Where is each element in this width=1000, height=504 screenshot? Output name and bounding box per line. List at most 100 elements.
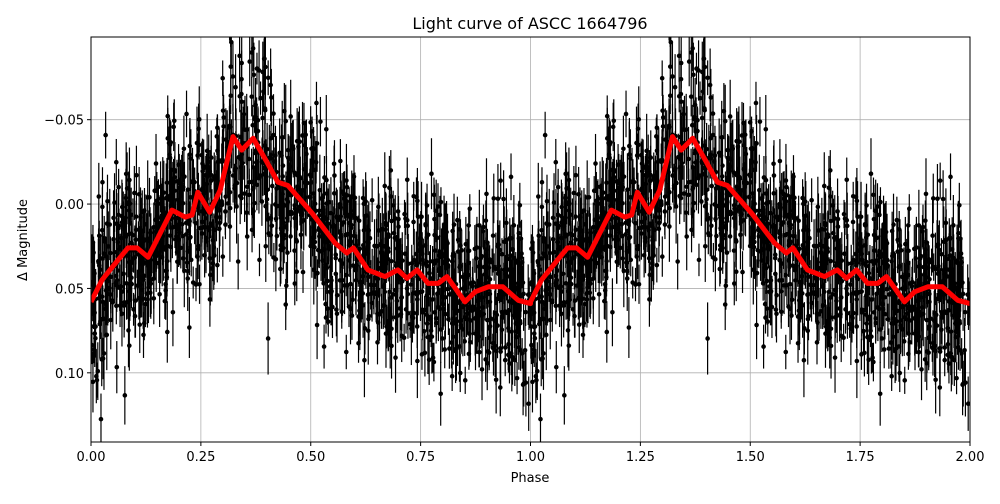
data-point <box>673 0 678 33</box>
data-point <box>754 291 759 359</box>
y-tick-label: 0.00 <box>55 198 84 213</box>
x-tick-label: 0.50 <box>296 450 325 465</box>
x-tick-label: 1.75 <box>846 450 875 465</box>
data-point <box>458 354 463 392</box>
data-point <box>96 163 101 230</box>
data-point <box>869 138 874 209</box>
y-tick-label: 0.10 <box>55 367 84 382</box>
y-axis: −0.05 0.00 0.05 0.10 <box>44 114 91 382</box>
data-point <box>103 112 108 159</box>
data-point <box>266 302 271 374</box>
data-point <box>667 9 672 41</box>
data-point <box>99 394 104 445</box>
data-point <box>897 354 902 392</box>
data-point <box>233 0 238 33</box>
data-point <box>221 236 226 276</box>
data-point <box>948 153 953 200</box>
data-point <box>227 9 232 41</box>
data-point <box>95 363 100 398</box>
data-point <box>361 179 366 217</box>
data-point <box>257 244 262 277</box>
chart-title: Light curve of ASCC 1664796 <box>412 14 647 33</box>
data-point <box>796 196 801 246</box>
data-point <box>554 341 559 393</box>
data-point <box>672 0 677 26</box>
x-tick-label: 2.00 <box>956 450 985 465</box>
data-point <box>611 99 616 142</box>
y-tick-label: 0.05 <box>55 282 84 297</box>
data-point <box>184 91 189 138</box>
data-point <box>288 221 293 253</box>
data-point <box>783 335 788 369</box>
data-point <box>268 49 273 122</box>
data-point <box>680 0 685 37</box>
data-point <box>540 167 545 197</box>
data-point <box>315 291 320 359</box>
data-point <box>800 179 805 217</box>
data-point <box>938 163 943 199</box>
data-point <box>357 196 362 246</box>
data-point <box>172 99 177 142</box>
y-axis-label: Δ Magnitude <box>16 199 31 281</box>
data-point <box>562 366 567 424</box>
data-point <box>262 0 267 13</box>
data-point <box>240 0 245 37</box>
data-point <box>597 262 602 327</box>
data-point <box>758 97 763 146</box>
x-tick-label: 1.00 <box>516 450 545 465</box>
data-point <box>889 361 894 391</box>
data-point <box>902 367 907 394</box>
data-point <box>931 174 936 224</box>
x-tick-label: 0.00 <box>77 450 106 465</box>
x-tick-label: 0.25 <box>186 450 215 465</box>
data-point <box>450 361 455 391</box>
data-point <box>220 60 225 96</box>
data-point <box>127 321 132 371</box>
x-axis-label: Phase <box>511 471 550 486</box>
y-tick-label: −0.05 <box>44 114 84 129</box>
data-point <box>624 91 629 138</box>
data-point <box>314 82 319 124</box>
data-point <box>763 95 768 164</box>
x-tick-label: 1.25 <box>626 450 655 465</box>
data-point <box>114 341 119 393</box>
data-point <box>491 174 496 224</box>
data-point <box>551 190 556 245</box>
data-point <box>100 167 105 197</box>
data-point <box>405 158 410 203</box>
x-tick-label: 0.75 <box>406 450 435 465</box>
data-point <box>438 362 443 426</box>
x-tick-label: 1.50 <box>736 450 765 465</box>
data-point <box>660 60 665 96</box>
data-point <box>705 302 710 374</box>
data-point <box>754 82 759 124</box>
data-point <box>411 199 416 245</box>
data-point <box>567 321 572 371</box>
data-point <box>538 394 543 445</box>
data-point <box>878 362 883 426</box>
data-point <box>111 190 116 245</box>
data-point <box>232 0 237 26</box>
data-point <box>429 138 434 209</box>
data-point <box>509 153 514 200</box>
data-point <box>344 335 349 369</box>
data-point <box>851 199 856 245</box>
data-point <box>725 134 730 166</box>
data-point <box>324 95 329 164</box>
data-point <box>536 163 541 230</box>
data-point <box>844 158 849 203</box>
data-point <box>123 366 128 424</box>
data-point <box>442 331 447 369</box>
data-point <box>660 236 665 276</box>
data-point <box>318 97 323 146</box>
x-axis: 0.00 0.25 0.50 0.75 1.00 1.25 1.50 1.75 2.00 <box>77 442 985 465</box>
data-point <box>701 0 706 13</box>
data-point <box>498 163 503 199</box>
data-point <box>937 359 942 417</box>
data-point <box>463 367 468 394</box>
data-point <box>498 359 503 417</box>
data-point <box>543 112 548 159</box>
data-point <box>882 331 887 369</box>
data-point <box>534 363 539 398</box>
